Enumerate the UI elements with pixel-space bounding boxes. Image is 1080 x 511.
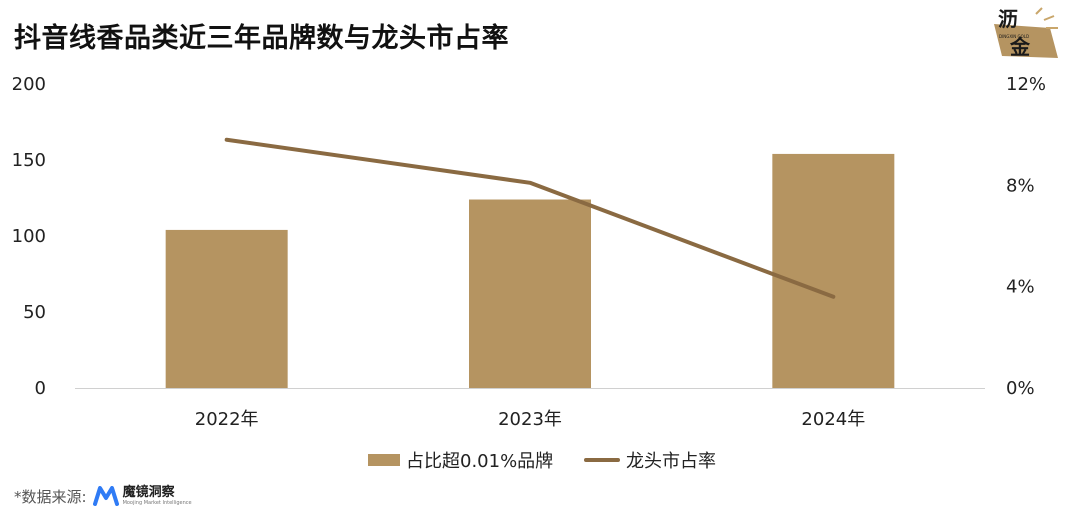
source-prefix: *数据来源: bbox=[14, 487, 87, 506]
bar-2022年 bbox=[165, 229, 288, 388]
line-series bbox=[224, 137, 836, 299]
source-brand-en: Moojing Market Intelligence bbox=[122, 500, 192, 506]
legend-swatch-bar bbox=[368, 454, 400, 466]
bar-series bbox=[165, 153, 895, 388]
chart-title: 抖音线香品类近三年品牌数与龙头市占率 bbox=[14, 23, 509, 54]
bar-2023年 bbox=[469, 199, 591, 388]
moojing-m-icon bbox=[92, 486, 119, 506]
x-tick-label: 2024年 bbox=[801, 409, 865, 430]
y-left-tick-label: 100 bbox=[12, 226, 46, 247]
source-brand: 魔镜洞察 Moojing Market Intelligence bbox=[92, 485, 192, 506]
logo-rays-icon bbox=[1035, 7, 1058, 29]
x-axis: 2022年 2023年 2024年 bbox=[195, 409, 865, 430]
bar-2024年 bbox=[772, 153, 895, 388]
legend-item-bar: 占比超0.01%品牌 bbox=[368, 446, 553, 474]
y-right-tick-label: 12% bbox=[1006, 74, 1046, 95]
legend-item-line: 龙头市占率 bbox=[584, 446, 716, 474]
source-note: *数据来源: 魔镜洞察 Moojing Market Intelligence bbox=[14, 484, 192, 508]
legend-label-line: 龙头市占率 bbox=[626, 451, 716, 472]
brand-logo: 沥 DINGXIN GOLD 金 bbox=[994, 7, 1058, 59]
y-left-tick-label: 50 bbox=[23, 302, 46, 323]
source-brand-cn: 魔镜洞察 bbox=[122, 485, 175, 500]
y-axis-right: 0% 4% 8% 12% bbox=[1006, 74, 1046, 399]
y-left-tick-label: 150 bbox=[12, 150, 46, 171]
logo-char-1: 沥 bbox=[998, 7, 1018, 31]
logo-tile bbox=[994, 24, 1058, 58]
y-right-tick-label: 8% bbox=[1006, 175, 1035, 196]
combo-chart: 0 50 100 150 200 0% 4% 8% 12% 2022年 2023年 2024年 bbox=[12, 74, 1046, 430]
x-tick-label: 2022年 bbox=[195, 409, 259, 430]
legend: 占比超0.01%品牌 龙头市占率 bbox=[0, 446, 1080, 474]
logo-char-2: 金 bbox=[1009, 35, 1031, 59]
y-right-tick-label: 4% bbox=[1006, 277, 1035, 298]
legend-swatch-line bbox=[584, 458, 620, 462]
logo-small-text: DINGXIN GOLD bbox=[999, 34, 1029, 39]
x-tick-label: 2023年 bbox=[498, 409, 562, 430]
y-right-tick-label: 0% bbox=[1006, 378, 1035, 399]
y-left-tick-label: 200 bbox=[12, 74, 46, 95]
y-axis-left: 0 50 100 150 200 bbox=[12, 74, 46, 399]
y-left-tick-label: 0 bbox=[35, 378, 46, 399]
legend-label-bar: 占比超0.01%品牌 bbox=[406, 451, 554, 472]
